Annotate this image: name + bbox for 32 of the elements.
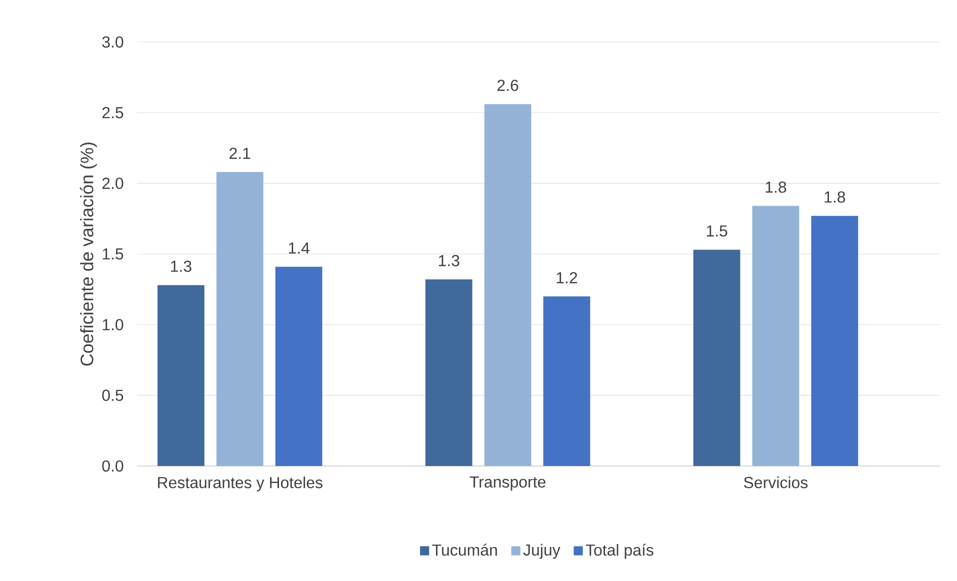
y-tick-label: 1.5	[102, 248, 124, 260]
bar	[811, 216, 858, 466]
data-label: 1.8	[766, 181, 786, 193]
bar	[484, 104, 532, 466]
y-tick-label: 2.5	[102, 107, 124, 118]
bar	[752, 206, 800, 466]
legend-label: Tucumán	[432, 544, 497, 556]
x-tick-label: Servicios	[744, 476, 808, 488]
y-axis-title: Coeficiente de variación (%)	[80, 142, 97, 366]
bar	[425, 279, 472, 466]
data-label: 1.3	[171, 260, 192, 272]
bar	[543, 296, 590, 466]
bar	[158, 285, 204, 466]
y-tick-label: 3.0	[102, 36, 124, 48]
bar	[693, 250, 740, 466]
y-tick-label: 1.0	[102, 318, 124, 330]
bar	[275, 266, 322, 466]
bar	[216, 172, 264, 466]
data-label: 1.2	[556, 272, 578, 284]
data-label: 2.1	[230, 148, 250, 159]
data-label: 1.8	[824, 191, 846, 203]
data-label: 2.6	[497, 80, 518, 92]
y-tick-label: 2.0	[102, 178, 124, 189]
y-tick-label: 0.5	[102, 390, 124, 401]
legend-label: Jujuy	[523, 544, 560, 559]
data-label: 1.3	[438, 254, 460, 266]
x-tick-label: Transporte	[470, 476, 546, 491]
data-label: 1.5	[706, 225, 728, 237]
y-tick-label: 0.0	[102, 460, 124, 472]
data-label: 1.4	[288, 242, 310, 254]
x-tick-label: Restaurantes y Hoteles	[158, 476, 322, 492]
legend-label: Total país	[586, 544, 654, 559]
